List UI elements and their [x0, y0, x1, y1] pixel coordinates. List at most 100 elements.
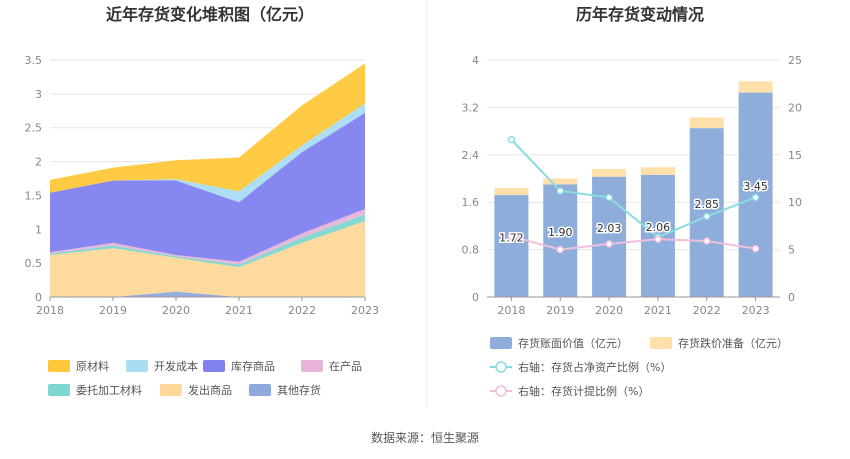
right-x-tick-label: 2022 — [693, 304, 721, 317]
left-y-tick-label: 0.5 — [25, 257, 43, 270]
right-legend-item[interactable]: 存货跌价准备（亿元） — [650, 336, 788, 350]
right-y-right-tick-label: 10 — [788, 196, 802, 209]
left-axis: 0 0.5 1 1.5 2 2.5 3 3.5 2018 2019 2020 2021 2022 2023 — [25, 54, 380, 317]
bar-data-label: 2.85 — [695, 198, 720, 211]
line-point — [751, 244, 760, 253]
right-legend-label: 右轴：存货占净资产比例（%） — [518, 360, 671, 374]
left-legend-item[interactable]: 原材料 — [48, 359, 109, 373]
line-point — [703, 237, 711, 245]
right-y-right-tick-label: 25 — [788, 54, 802, 67]
left-legend-label: 库存商品 — [231, 359, 275, 373]
right-x-tick-label: 2018 — [497, 304, 525, 317]
left-legend-swatch — [249, 384, 271, 396]
bar-impairment — [494, 187, 529, 196]
right-legend-label: 右轴：存货计提比例（%） — [518, 384, 649, 398]
left-y-tick-label: 2.5 — [25, 122, 43, 135]
left-chart-title: 近年存货变化堆积图（亿元） — [106, 5, 314, 24]
bar-impairment — [640, 167, 675, 175]
left-y-tick-label: 1.5 — [25, 189, 43, 202]
left-x-tick-label: 2022 — [288, 304, 316, 317]
left-legend-item[interactable]: 委托加工材料 — [48, 383, 142, 397]
left-y-tick-label: 1 — [35, 223, 42, 236]
right-y-left-tick-label: 1.6 — [462, 196, 480, 209]
left-x-tick-label: 2018 — [36, 304, 64, 317]
line-point — [703, 212, 711, 221]
line-series-1 — [511, 235, 756, 251]
left-x-tick-label: 2020 — [162, 304, 190, 317]
left-x-tick-label: 2023 — [351, 304, 379, 317]
left-x-tick-label: 2019 — [99, 304, 127, 317]
left-legend-swatch — [48, 384, 70, 396]
line-point — [751, 193, 760, 202]
line-point — [556, 187, 564, 195]
right-line-series — [507, 135, 760, 254]
bar-data-label: 1.72 — [499, 231, 524, 244]
left-y-tick-label: 3.5 — [25, 54, 43, 67]
left-legend-item[interactable]: 开发成本 — [126, 359, 198, 373]
right-grid — [487, 59, 780, 298]
left-legend-item[interactable]: 发出商品 — [160, 383, 232, 397]
bar-data-label: 2.03 — [597, 222, 622, 235]
right-chart-title: 历年存货变动情况 — [576, 5, 704, 24]
bar-impairment — [738, 81, 773, 93]
bar-data-label: 1.90 — [548, 226, 573, 239]
right-x-tick-label: 2019 — [546, 304, 574, 317]
right-legend-item[interactable]: 右轴：存货占净资产比例（%） — [490, 360, 671, 374]
bar-book-value — [543, 184, 578, 297]
right-x-tick-label: 2021 — [644, 304, 672, 317]
right-x-tick-label: 2023 — [742, 304, 770, 317]
line-point — [507, 232, 516, 241]
left-legend-item[interactable]: 其他存货 — [249, 383, 321, 397]
right-legend-item[interactable]: 右轴：存货计提比例（%） — [490, 384, 649, 398]
area-series-0 — [50, 291, 365, 297]
line-point — [654, 235, 662, 243]
right-legend-marker — [495, 385, 507, 397]
right-y-left-tick-label: 4 — [472, 54, 479, 67]
right-legend-marker — [495, 361, 507, 373]
left-y-tick-label: 0 — [35, 291, 42, 304]
left-legend-item[interactable]: 在产品 — [301, 359, 362, 373]
left-legend-label: 在产品 — [329, 359, 362, 373]
left-legend-label: 其他存货 — [277, 383, 321, 397]
right-y-left-tick-label: 0 — [472, 291, 479, 304]
right-legend-label: 存货跌价准备（亿元） — [678, 336, 788, 350]
area-series-4 — [50, 112, 365, 262]
right-y-left-tick-label: 0.8 — [462, 244, 480, 257]
bar-impairment — [543, 178, 578, 185]
area-series-1 — [50, 221, 365, 297]
left-legend-swatch — [126, 360, 148, 372]
line-point — [556, 245, 564, 254]
source-text: 数据来源：恒生聚源 — [371, 430, 479, 445]
right-legend-swatch — [490, 337, 512, 349]
area-series-2 — [50, 214, 365, 268]
left-y-tick-label: 2 — [35, 156, 42, 169]
bar-book-value — [494, 195, 529, 297]
area-series-6 — [50, 63, 365, 193]
left-legend-swatch — [160, 384, 182, 396]
left-legend-swatch — [48, 360, 70, 372]
left-legend-label: 委托加工材料 — [76, 383, 142, 397]
line-point — [605, 193, 613, 202]
left-area-series — [50, 63, 365, 297]
right-legend-item[interactable]: 存货账面价值（亿元） — [490, 336, 628, 350]
right-y-right-tick-label: 0 — [788, 291, 795, 304]
right-x-tick-label: 2020 — [595, 304, 623, 317]
area-series-3 — [50, 208, 365, 265]
left-legend-swatch — [203, 360, 225, 372]
line-point — [507, 135, 516, 144]
right-legend-swatch — [650, 337, 672, 349]
bar-impairment — [689, 117, 724, 129]
left-legend-label: 开发成本 — [154, 359, 198, 373]
right-axis: 0 0.8 1.6 2.4 3.2 4 0 5 10 15 20 25 2018 2019 2020 2021… — [462, 54, 803, 317]
left-legend-item[interactable]: 库存商品 — [203, 359, 275, 373]
right-legend-label: 存货账面价值（亿元） — [518, 336, 628, 350]
right-y-left-tick-label: 2.4 — [462, 149, 480, 162]
right-y-right-tick-label: 15 — [788, 149, 802, 162]
left-legend-label: 发出商品 — [188, 383, 232, 397]
right-bar-series — [494, 81, 773, 298]
bar-data-label: 2.06 — [646, 221, 671, 234]
bar-impairment — [592, 169, 627, 177]
bar-data-label: 3.45 — [743, 180, 768, 193]
